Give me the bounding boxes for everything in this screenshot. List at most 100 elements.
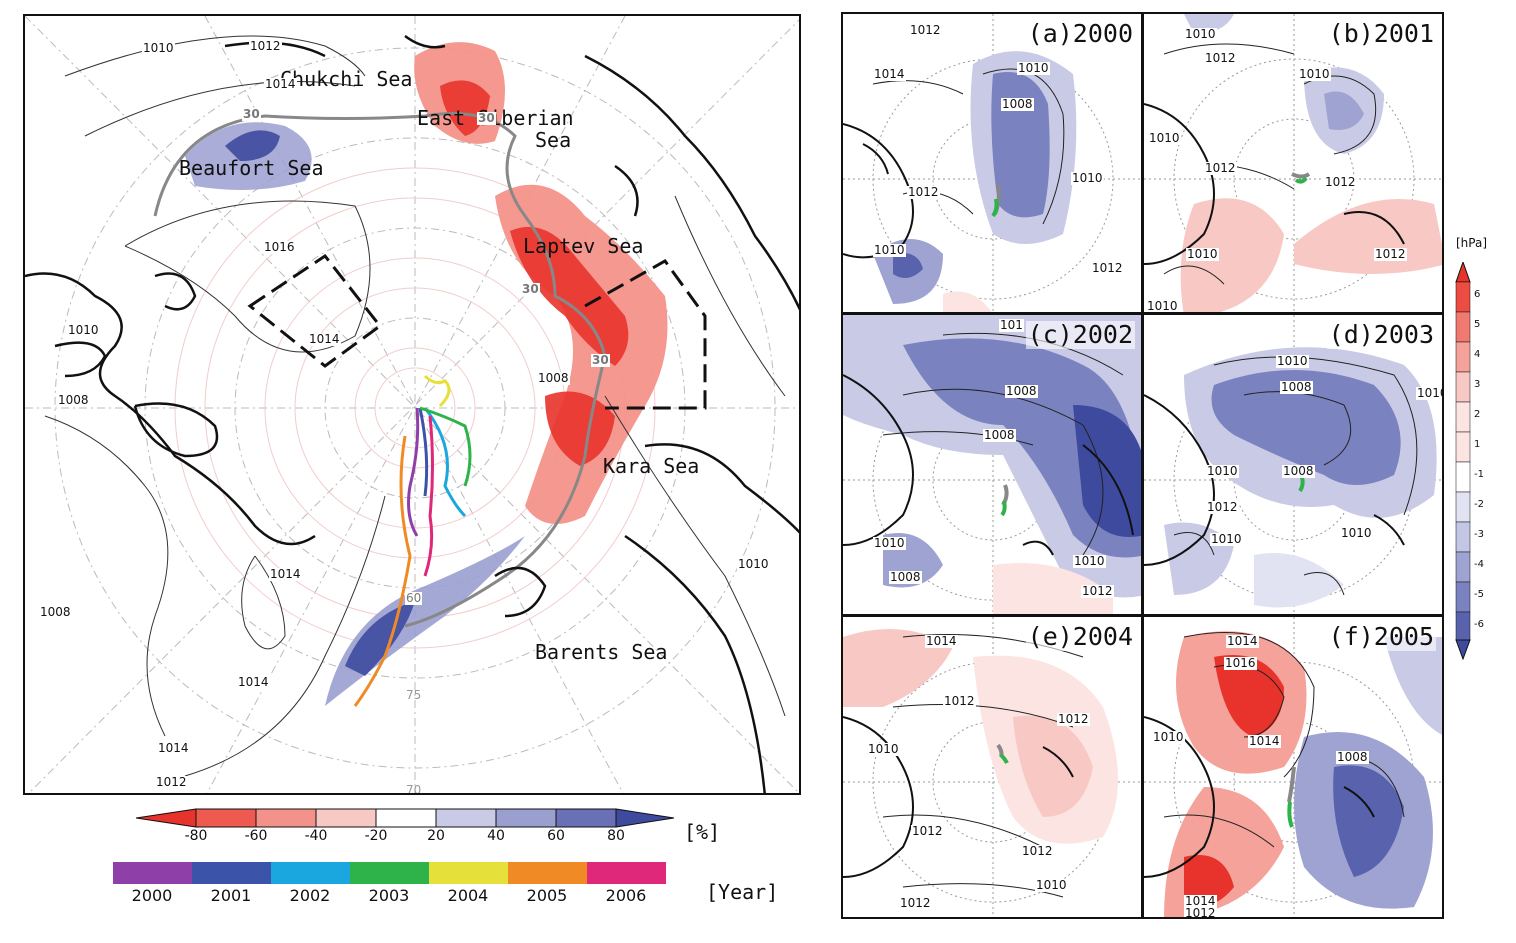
isobar-label: 1012 <box>899 896 932 910</box>
pressure-colorbar-tick: -6 <box>1474 619 1484 630</box>
isobar-label: 1010 <box>1210 532 1243 546</box>
pressure-colorbar-tick: 5 <box>1474 319 1481 330</box>
panel-title: (c)2002 <box>1025 320 1135 349</box>
isobar-label: 101 <box>999 318 1024 332</box>
pressure-colorbar-tick: 4 <box>1474 349 1481 360</box>
year-swatch-2002 <box>271 862 350 884</box>
isobar-label: 1012 <box>1081 584 1114 598</box>
panel-title: (e)2004 <box>1025 622 1135 651</box>
colorbar-tick: -40 <box>304 828 328 844</box>
pressure-colorbar-tick: -3 <box>1474 529 1484 540</box>
isobar-label: 1010 <box>1146 299 1179 313</box>
isobar-label: 1008 <box>1001 97 1034 111</box>
isobar-label: 1008 <box>1336 750 1369 764</box>
main-map-panel: Chukchi Sea East Siberian Sea Beaufort S… <box>23 14 801 795</box>
isobar-label: 1014 <box>873 67 906 81</box>
colorbar-tick: -60 <box>244 828 268 844</box>
ice-contour-label: 60 <box>405 591 423 605</box>
isobar-label: 1014 <box>1226 634 1259 648</box>
panel-title: (b)2001 <box>1326 19 1436 48</box>
isobar-label: 1012 <box>907 185 940 199</box>
pressure-colorbar-tick: -1 <box>1474 469 1484 480</box>
sea-label-east-siberian-sea: Sea <box>535 128 572 152</box>
colorbar-tick: 40 <box>487 828 505 844</box>
pressure-colorbar-tick: -2 <box>1474 499 1484 510</box>
isobar-label: 1014 <box>1248 734 1281 748</box>
isobar-label: 1008 <box>1005 384 1038 398</box>
ice-contour-label: 30 <box>242 107 261 121</box>
isobar-label: 1014 <box>264 77 297 91</box>
panel-c-2002: (c)2002 101 1008 1008 1010 1008 1010 101… <box>841 313 1143 616</box>
isobar-label: 1016 <box>1224 656 1257 670</box>
isobar-label: 1012 <box>1206 500 1239 514</box>
year-swatch-2004 <box>429 862 508 884</box>
isobar-label: 1010 <box>1340 526 1373 540</box>
year-swatch-2003 <box>350 862 429 884</box>
isobar-label: 1010 <box>873 536 906 550</box>
isobar-label: 1008 <box>983 428 1016 442</box>
colorbar-tick: 60 <box>547 828 565 844</box>
isobar-label: 1010 <box>1035 878 1068 892</box>
colorbar-unit: [%] <box>684 820 721 844</box>
pressure-colorbar-tick: 1 <box>1474 439 1481 450</box>
year-label: 2006 <box>605 886 647 905</box>
isobar-label: 1010 <box>1416 387 1442 400</box>
isobar-label: 1014 <box>925 634 958 648</box>
isobar-label: 1010 <box>142 41 175 55</box>
latitude-label: 75 <box>406 688 422 702</box>
pressure-colorbar-tick: 6 <box>1474 289 1481 300</box>
isobar-label: 1010 <box>1148 131 1181 145</box>
isobar-label: 1012 <box>909 23 942 37</box>
concentration-colorbar <box>136 808 675 828</box>
isobar-label: 1008 <box>537 371 570 385</box>
pressure-colorbar-tick: 2 <box>1474 409 1481 420</box>
isobar-label: 1010 <box>1184 27 1217 41</box>
year-swatch-2000 <box>113 862 192 884</box>
isobar-label: 1012 <box>1204 51 1237 65</box>
isobar-label: 1012 <box>943 694 976 708</box>
isobar-label: 1014 <box>237 675 270 689</box>
isobar-label: 1012 <box>249 39 282 53</box>
panel-f-graphic <box>1144 617 1442 917</box>
isobar-label: 1010 <box>737 557 770 571</box>
sea-label-kara: Kara Sea <box>603 454 700 478</box>
isobar-label: 1008 <box>39 605 72 619</box>
year-swatch-2001 <box>192 862 271 884</box>
panel-b-graphic <box>1144 14 1442 312</box>
year-label: 2004 <box>447 886 489 905</box>
panel-c-graphic <box>843 315 1141 614</box>
isobar-label: 1012 <box>1184 906 1217 919</box>
isobar-label: 1008 <box>1282 464 1315 478</box>
colorbar-tick: 20 <box>427 828 445 844</box>
pressure-colorbar-tick: -4 <box>1474 559 1484 570</box>
pressure-colorbar <box>1455 262 1471 660</box>
panel-d-2003: (d)2003 1010 1008 1010 1010 1008 1012 10… <box>1142 313 1444 616</box>
isobar-label: 1010 <box>1206 464 1239 478</box>
year-label: 2003 <box>368 886 410 905</box>
isobar-label: 1014 <box>157 741 190 755</box>
isobar-label: 1012 <box>1324 175 1357 189</box>
pressure-colorbar-tick: -5 <box>1474 589 1484 600</box>
panel-title: (d)2003 <box>1326 320 1436 349</box>
pressure-colorbar-tick: 3 <box>1474 379 1481 390</box>
ice-contour-label: 30 <box>521 282 540 296</box>
isobar-label: 1012 <box>1091 261 1124 275</box>
isobar-label: 1010 <box>1298 67 1331 81</box>
isobar-label: 1012 <box>1374 247 1407 261</box>
isobar-label: 1010 <box>1017 61 1050 75</box>
panel-title: (f)2005 <box>1326 622 1436 651</box>
isobar-label: 1008 <box>57 393 90 407</box>
isobar-label: 1010 <box>1276 354 1309 368</box>
panel-b-2001: (b)2001 1010 1012 1010 1010 1012 1012 10… <box>1142 12 1444 314</box>
isobar-label: 1016 <box>263 240 296 254</box>
isobar-label: 1010 <box>873 243 906 257</box>
isobar-label: 1012 <box>155 775 188 789</box>
pressure-colorbar-unit: [hPa] <box>1456 236 1488 250</box>
year-label: 2002 <box>289 886 331 905</box>
isobar-label: 1014 <box>1184 894 1217 908</box>
isobar-label: 1010 <box>67 323 100 337</box>
isobar-label: 1008 <box>889 570 922 584</box>
panel-e-2004: (e)2004 1014 1012 1012 1010 1012 1012 10… <box>841 615 1143 919</box>
ice-contour-label: 30 <box>591 353 610 367</box>
isobar-label: 1010 <box>1071 171 1104 185</box>
